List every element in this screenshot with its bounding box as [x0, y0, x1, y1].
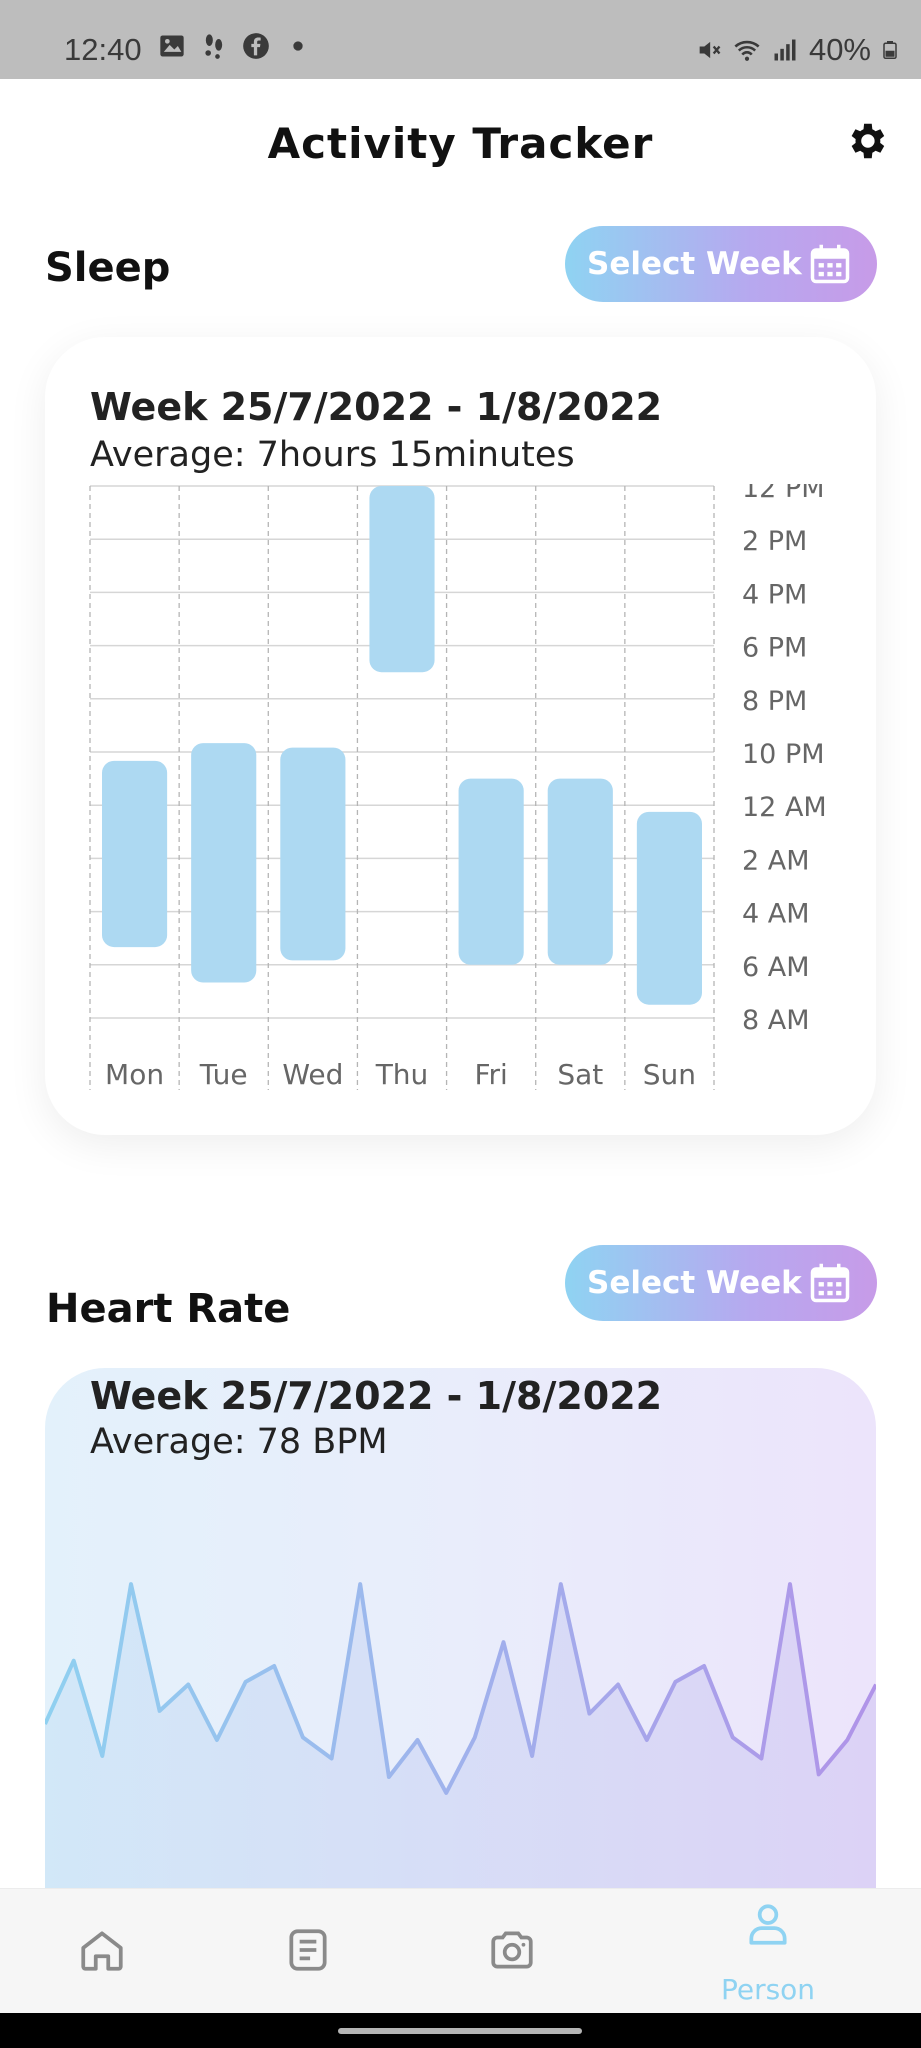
signal-icon: [774, 39, 796, 61]
sleep-chart: 12 PM 2 PM 4 PM 6 PM 8 PM 10 PM 12 AM 2 AM 4 AM 6…: [89, 484, 827, 1091]
bottom-navigation: Person: [0, 1888, 921, 2014]
home-icon: [81, 1931, 123, 1971]
battery-icon: [883, 41, 897, 59]
battery-percent: 40%: [808, 32, 871, 67]
y-tick-label: 12 AM: [742, 792, 827, 823]
nav-camera[interactable]: [432, 1889, 592, 2014]
heart-rate-section-title: Heart Rate: [46, 1286, 291, 1332]
x-tick-label: Wed: [282, 1058, 343, 1091]
heart-rate-week-range: Week 25/7/2022 - 1/8/2022: [90, 1374, 663, 1418]
nav-person[interactable]: Person: [688, 1889, 848, 2014]
person-icon: [749, 1904, 787, 1945]
x-tick-label: Thu: [375, 1058, 429, 1091]
app-bar: Activity Tracker: [0, 79, 921, 209]
gesture-bar: [0, 2013, 921, 2048]
sleep-bar: [458, 778, 524, 965]
page-title: Activity Tracker: [267, 119, 654, 168]
facebook-icon: [243, 33, 269, 59]
gear-icon[interactable]: [843, 118, 889, 164]
status-time: 12:40: [64, 32, 142, 67]
heart-rate-select-week-button[interactable]: Select Week: [565, 1245, 877, 1321]
sleep-bar: [547, 778, 613, 965]
nav-documents[interactable]: [228, 1889, 388, 2014]
x-tick-label: Mon: [105, 1058, 164, 1091]
y-tick-label: 4 PM: [742, 579, 807, 610]
sleep-bar: [636, 811, 702, 1005]
sleep-average: Average: 7hours 15minutes: [90, 435, 575, 475]
sleep-section-title: Sleep: [45, 245, 171, 291]
x-tick-label: Tue: [199, 1058, 248, 1091]
y-tick-label: 2 PM: [742, 526, 807, 557]
x-tick-label: Fri: [474, 1058, 507, 1091]
dot-icon: [293, 41, 303, 51]
wifi-icon: [734, 40, 760, 61]
calendar-icon: [810, 1263, 850, 1303]
y-tick-label: 6 PM: [742, 633, 807, 664]
heart-rate-average: Average: 78 BPM: [90, 1422, 388, 1462]
y-tick-label: 4 AM: [742, 899, 810, 930]
sleep-card: Week 25/7/2022 - 1/8/2022 Average: 7hour…: [45, 337, 876, 1135]
sleep-week-range: Week 25/7/2022 - 1/8/2022: [90, 385, 663, 429]
calendar-icon: [810, 244, 850, 284]
x-tick-label: Sun: [643, 1058, 696, 1091]
sleep-bar: [280, 747, 346, 961]
select-week-label: Select Week: [587, 246, 802, 282]
document-icon: [289, 1929, 327, 1971]
select-week-label: Select Week: [587, 1265, 802, 1301]
nav-home[interactable]: [22, 1889, 182, 2014]
y-tick-label: 6 AM: [742, 952, 810, 983]
y-tick-label: 8 PM: [742, 686, 807, 717]
heart-rate-area: [45, 1584, 876, 1888]
home-indicator: [338, 2028, 582, 2034]
y-tick-label: 12 PM: [742, 484, 825, 504]
sleep-bar: [191, 743, 257, 983]
status-left-icons: [158, 32, 312, 60]
heart-rate-chart: [45, 1582, 876, 1888]
status-bar: 12:40 40%: [0, 0, 921, 79]
status-right-icons: 40%: [695, 32, 899, 68]
x-tick-label: Sat: [557, 1058, 603, 1091]
mute-icon: [699, 41, 721, 59]
heart-rate-card: Week 25/7/2022 - 1/8/2022 Average: 78 BP…: [45, 1368, 876, 1888]
sleep-bar: [369, 486, 435, 673]
image-icon: [160, 35, 184, 57]
heart-rate-line: [45, 1582, 876, 1795]
y-tick-label: 8 AM: [742, 1005, 810, 1036]
y-tick-label: 2 AM: [742, 845, 810, 876]
nav-person-label: Person: [720, 1973, 816, 2006]
sleep-select-week-button[interactable]: Select Week: [565, 226, 877, 302]
y-tick-label: 10 PM: [742, 739, 825, 770]
sleep-bar: [102, 760, 168, 948]
footsteps-icon: [205, 34, 223, 59]
camera-icon: [491, 1931, 533, 1969]
